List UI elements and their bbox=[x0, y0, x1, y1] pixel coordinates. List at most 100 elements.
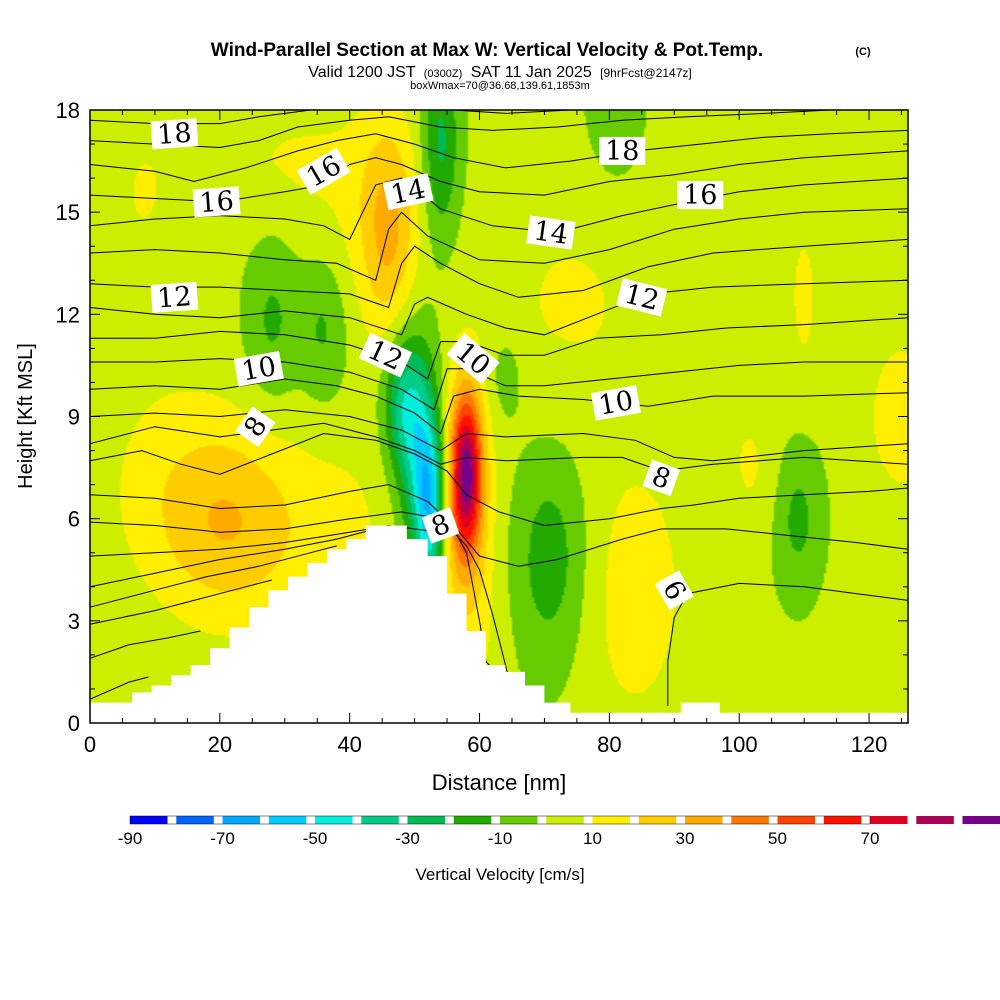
terrain bbox=[90, 525, 908, 723]
contour-label: 14 bbox=[526, 215, 576, 251]
colorbar-tick-label: 10 bbox=[583, 829, 602, 848]
contour-label: 10 bbox=[590, 385, 641, 422]
colorbar-tick-label: 30 bbox=[676, 829, 695, 848]
y-axis: 0 3 6 9 12 15 18 bbox=[56, 98, 908, 736]
theta-contour-line bbox=[89, 630, 201, 659]
colorbar-swatch bbox=[777, 816, 815, 824]
contour-label-box bbox=[446, 333, 500, 385]
colorbar-swatch bbox=[453, 816, 492, 824]
chart-subtitle: Valid 1200 JST (0300Z) SAT 11 Jan 2025 [… bbox=[308, 64, 691, 81]
theta-contour-line bbox=[89, 238, 909, 309]
colorbar-swatch bbox=[592, 816, 630, 824]
contour-label: 6 bbox=[654, 570, 694, 611]
y-tick-label: 15 bbox=[56, 200, 80, 225]
x-axis-label: Distance [nm] bbox=[432, 770, 567, 795]
contour-label-box bbox=[599, 136, 646, 165]
contour-label-box bbox=[235, 406, 276, 448]
theta-contour-line bbox=[89, 279, 909, 336]
contour-label: 16 bbox=[677, 180, 724, 211]
subtitle-utc: (0300Z) bbox=[424, 68, 463, 80]
x-tick-label: 60 bbox=[467, 732, 491, 757]
y-tick-label: 3 bbox=[68, 609, 80, 634]
colorbar-swatch bbox=[685, 816, 723, 824]
contour-label-text: 18 bbox=[605, 136, 639, 167]
contour-label-box bbox=[677, 181, 724, 210]
contour-label-box bbox=[150, 281, 199, 313]
contour-label: 10 bbox=[233, 351, 284, 388]
colorbar-tick-label: -90 bbox=[118, 829, 143, 848]
theta-contour-line bbox=[89, 129, 909, 183]
contour-label-text: 16 bbox=[198, 186, 234, 219]
colorbar-label: Vertical Velocity [cm/s] bbox=[415, 865, 584, 884]
title-mark: (C) bbox=[855, 46, 871, 58]
contour-label-text: 18 bbox=[156, 118, 192, 151]
contour-label-box bbox=[590, 385, 641, 421]
subtitle-valid: Valid 1200 JST bbox=[308, 64, 416, 81]
colorbar-swatch bbox=[361, 816, 399, 824]
theta-contour-line bbox=[89, 409, 909, 462]
colorbar-frame bbox=[129, 815, 871, 825]
colorbar: -90 -70 -50 -30 -10 10 30 50 70 bbox=[118, 815, 1000, 848]
colorbar-swatch bbox=[268, 816, 307, 824]
y-axis-label: Height [Kft MSL] bbox=[15, 343, 37, 489]
box-info: boxWmax=70@36.68,139.61,1853m bbox=[410, 80, 590, 92]
contour-label-box bbox=[233, 351, 284, 387]
theta-contour-line bbox=[89, 432, 909, 527]
colorbar-tick-label: -50 bbox=[303, 829, 328, 848]
theta-contour-line bbox=[89, 545, 337, 608]
colorbar-swatch bbox=[407, 816, 445, 824]
theta-contour-line bbox=[89, 524, 493, 669]
chart-title: Wind-Parallel Section at Max W: Vertical… bbox=[211, 40, 763, 61]
contour-label: 18 bbox=[150, 118, 199, 151]
y-tick-label: 0 bbox=[68, 711, 80, 736]
colorbar-swatch bbox=[500, 816, 538, 824]
contour-label-box bbox=[358, 332, 413, 378]
colorbar-swatch bbox=[222, 816, 260, 824]
contour-label-box bbox=[526, 215, 576, 250]
theta-contour-line bbox=[667, 582, 909, 706]
theta-contour-line bbox=[89, 150, 909, 203]
contour-label-text: 16 bbox=[683, 180, 717, 211]
x-tick-label: 0 bbox=[84, 732, 96, 757]
colorbar-swatch bbox=[962, 816, 1000, 824]
contour-label: 8 bbox=[642, 459, 681, 497]
colorbar-swatch bbox=[638, 816, 677, 824]
contour-label: 12 bbox=[616, 278, 668, 317]
colorbar-swatch bbox=[870, 816, 908, 824]
contour-label: 14 bbox=[382, 173, 434, 211]
contour-label-box bbox=[654, 570, 694, 611]
theta-contour-line bbox=[90, 317, 909, 380]
colorbar-swatch bbox=[823, 816, 862, 824]
x-tick-label: 80 bbox=[597, 732, 621, 757]
y-tick-label: 9 bbox=[68, 405, 80, 430]
y-tick-label: 12 bbox=[56, 302, 80, 327]
theta-contour-line bbox=[89, 484, 909, 567]
x-tick-label: 120 bbox=[851, 732, 888, 757]
contour-label-box bbox=[382, 173, 434, 211]
x-tick-label: 40 bbox=[337, 732, 361, 757]
subtitle-forecast: [9hrFcst@2147z] bbox=[600, 66, 692, 80]
subtitle-date: SAT 11 Jan 2025 bbox=[471, 64, 592, 81]
x-tick-label: 20 bbox=[208, 732, 232, 757]
contour-label-box bbox=[192, 186, 241, 218]
contour-label-box bbox=[421, 507, 460, 544]
theta-contour-line bbox=[89, 676, 149, 700]
colorbar-tick-label: -30 bbox=[395, 829, 420, 848]
colorbar-swatch bbox=[315, 816, 353, 824]
contour-label-box bbox=[296, 147, 351, 195]
colorbar-swatch bbox=[916, 816, 954, 824]
colorbar-tick-label: 50 bbox=[768, 829, 787, 848]
colorbar-tick-label: -10 bbox=[488, 829, 513, 848]
contour-label-box bbox=[150, 118, 199, 150]
colorbar-swatch bbox=[176, 816, 214, 824]
contour-label-box bbox=[616, 278, 668, 317]
colorbar-swatch bbox=[731, 816, 769, 824]
theta-contour-line bbox=[89, 208, 909, 281]
contour-label-text: 10 bbox=[596, 385, 635, 421]
theta-contour-line bbox=[89, 579, 272, 625]
colorbar-tick-label: -70 bbox=[210, 829, 235, 848]
colorbar-swatch bbox=[546, 816, 584, 824]
contour-label-text: 12 bbox=[156, 281, 192, 314]
